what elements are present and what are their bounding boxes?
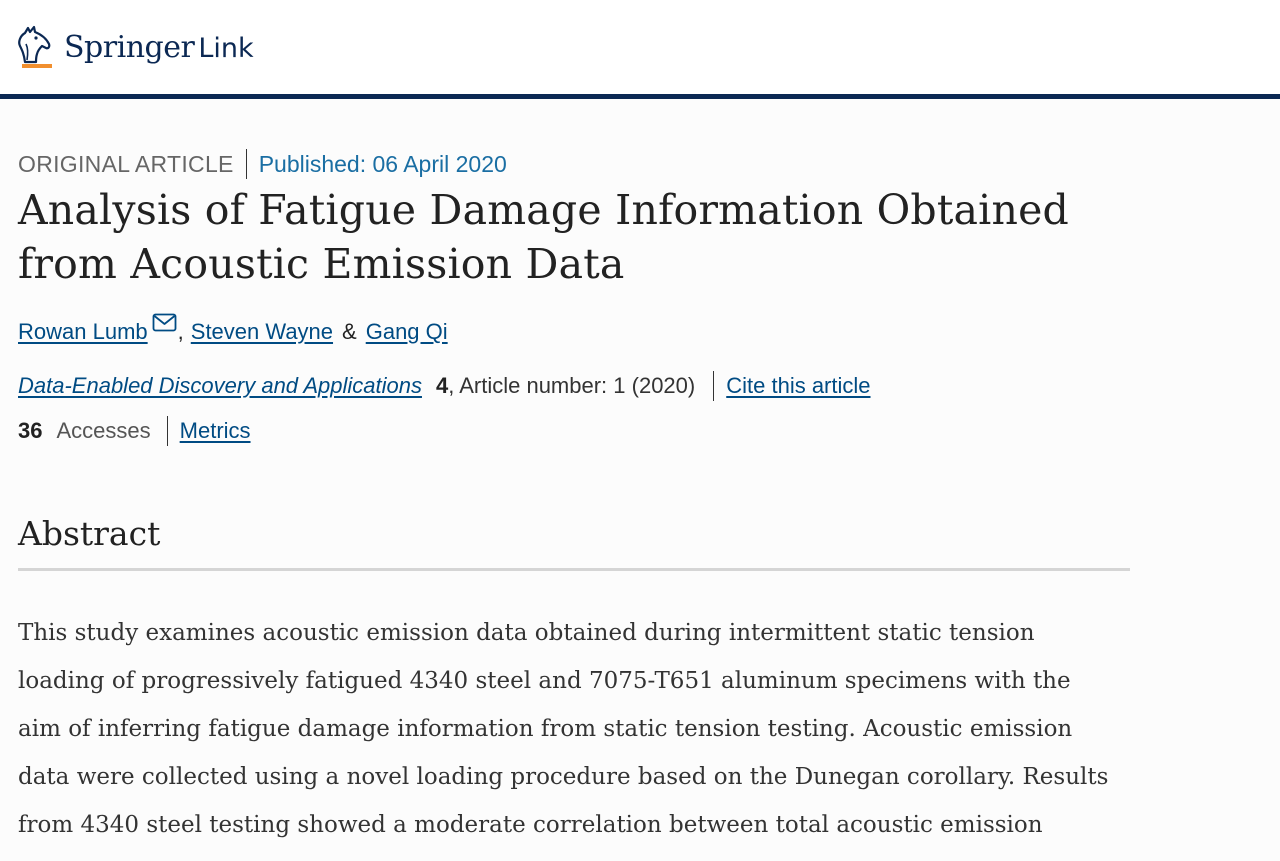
cite-article-link[interactable]: Cite this article — [726, 373, 871, 398]
author-link-gang-qi[interactable]: Gang Qi — [365, 319, 448, 344]
author-list: Rowan Lumb , Steven Wayne & Gang Qi — [18, 313, 1138, 347]
article-content: ORIGINAL ARTICLE Published: 06 April 202… — [18, 99, 1138, 849]
meta-divider — [245, 149, 247, 179]
article-number: , Article number: 1 (2020) — [448, 373, 696, 398]
springer-link-logo[interactable]: Springer Link — [16, 24, 254, 70]
access-metrics: 36 Accesses Metrics — [18, 416, 1138, 446]
metrics-link[interactable]: Metrics — [179, 418, 251, 443]
journal-volume: 4 — [435, 373, 449, 398]
abstract-line: This study examines acoustic emission da… — [18, 620, 1035, 646]
accesses-label: Accesses — [56, 418, 151, 443]
author-link-steven-wayne[interactable]: Steven Wayne — [190, 319, 334, 344]
abstract-heading: Abstract — [18, 514, 1130, 571]
abstract-line: data were collected using a novel loadin… — [18, 764, 1109, 790]
logo-wordmark: Springer Link — [64, 30, 254, 67]
author-separator-comma: , — [177, 319, 184, 344]
abstract-text: This study examines acoustic emission da… — [18, 609, 1128, 849]
journal-link[interactable]: Data-Enabled Discovery and Applications — [18, 373, 422, 398]
access-divider — [166, 416, 168, 446]
site-header: Springer Link — [0, 0, 1280, 99]
abstract-line: from 4340 steel testing showed a moderat… — [18, 812, 1043, 838]
author-separator-amp: & — [342, 319, 357, 344]
accesses-count: 36 — [18, 418, 43, 443]
logo-link-text: Link — [198, 33, 254, 64]
abstract-line: loading of progressively fatigued 4340 s… — [18, 668, 1071, 694]
author-link-rowan-lumb[interactable]: Rowan Lumb — [18, 319, 148, 344]
envelope-icon[interactable] — [152, 311, 178, 332]
journal-divider — [713, 371, 715, 401]
abstract-line: aim of inferring fatigue damage informat… — [18, 716, 1073, 742]
article-type: ORIGINAL ARTICLE — [18, 151, 234, 177]
springer-horse-icon — [16, 24, 56, 70]
article-meta: ORIGINAL ARTICLE Published: 06 April 202… — [18, 149, 1138, 179]
article-title: Analysis of Fatigue Damage Information O… — [18, 186, 1069, 288]
logo-springer-text: Springer — [64, 30, 195, 65]
published-date: Published: 06 April 2020 — [258, 151, 507, 177]
journal-info: Data-Enabled Discovery and Applications … — [18, 371, 1138, 401]
